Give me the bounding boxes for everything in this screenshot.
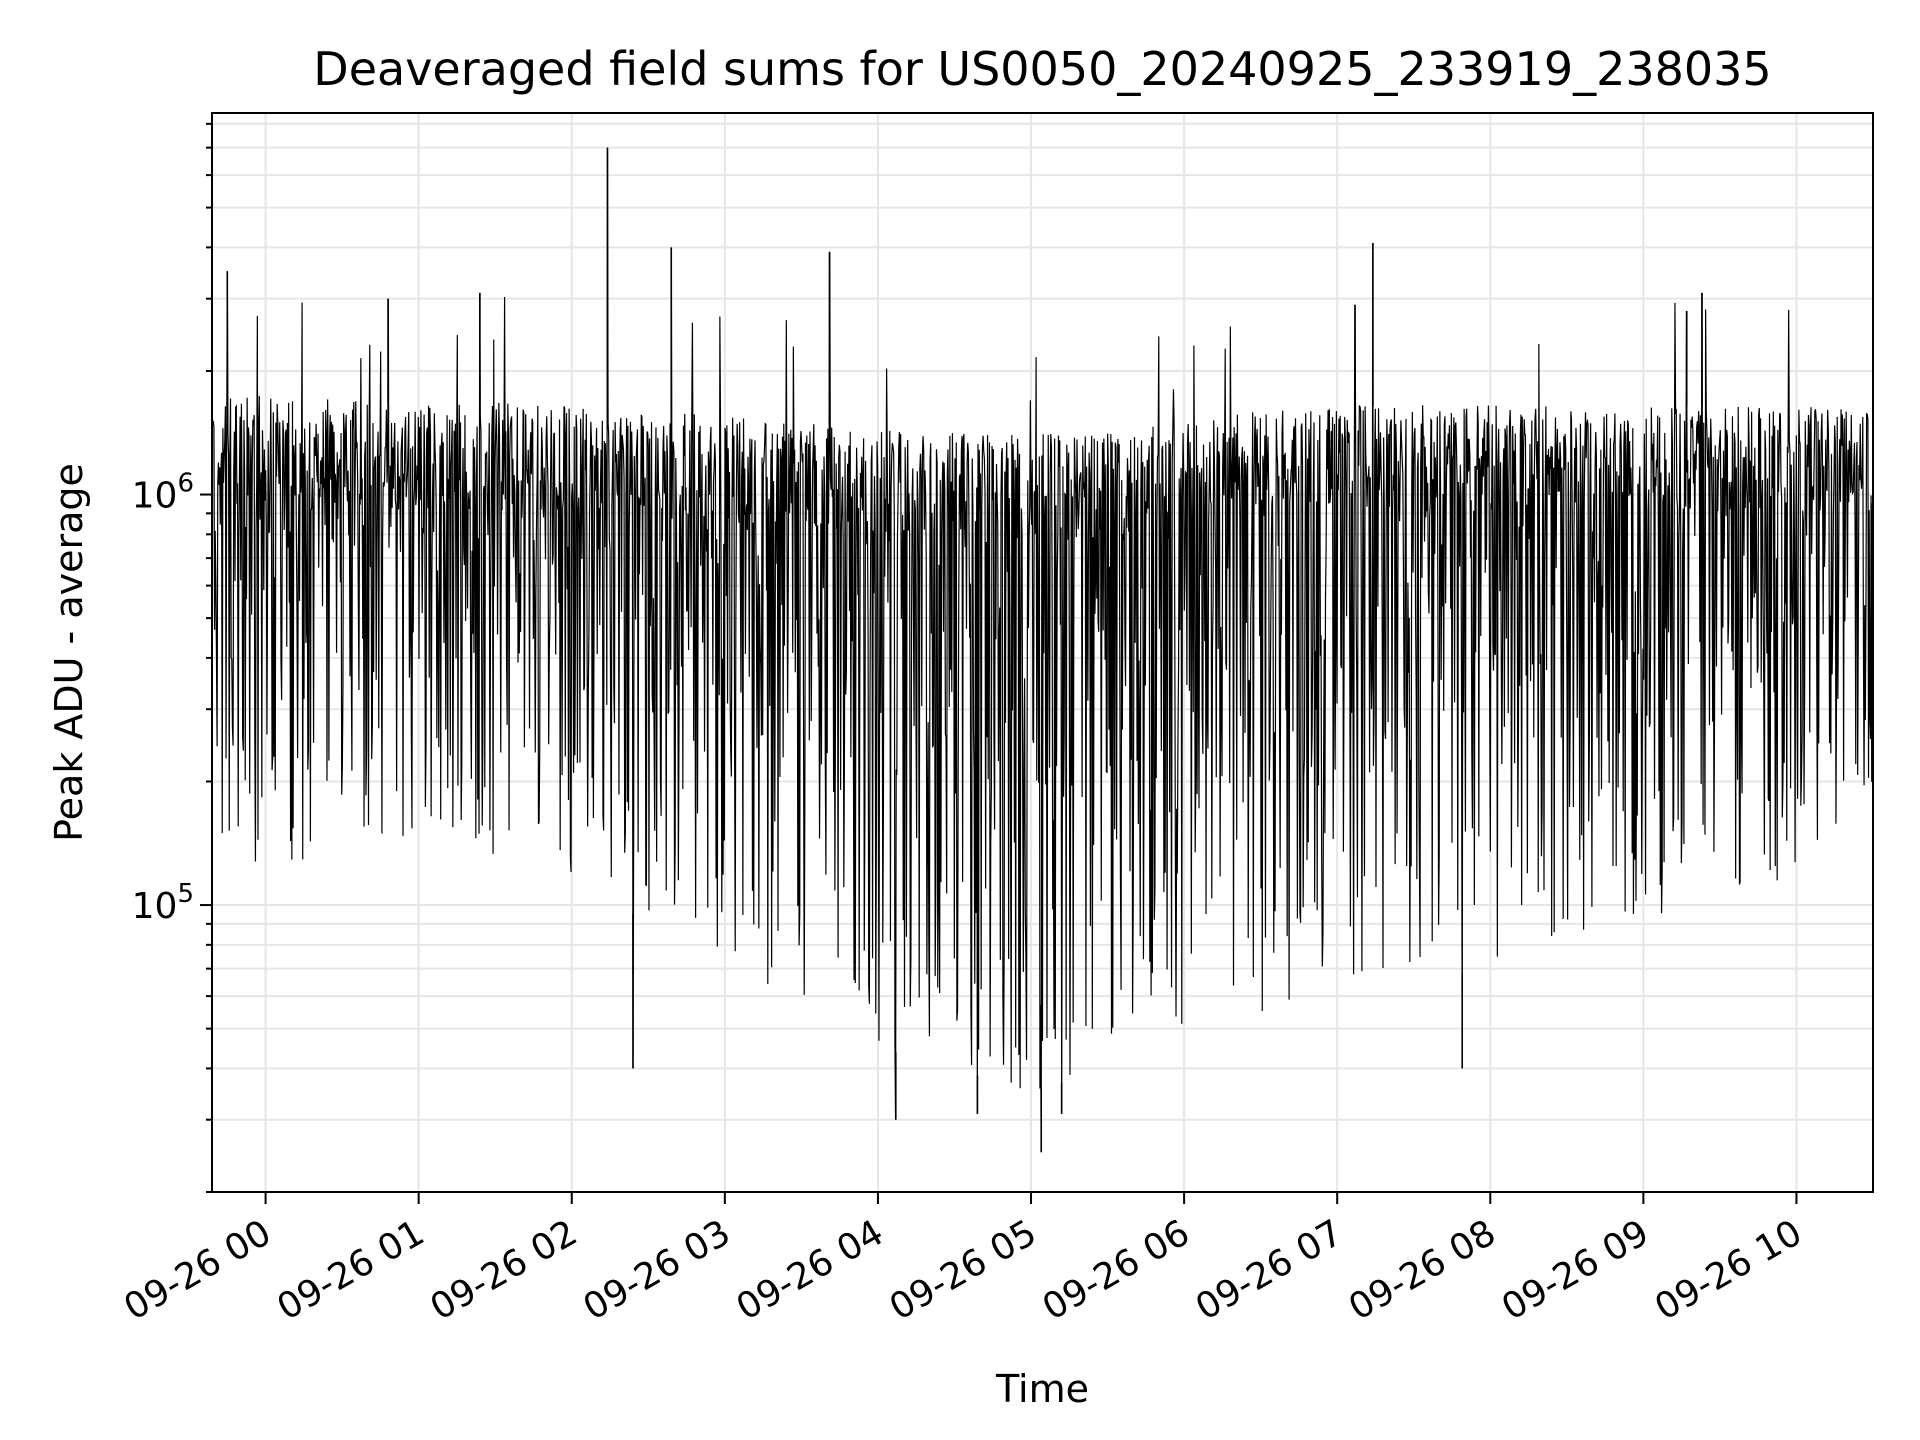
y-axis-label: Peak ADU - average bbox=[47, 463, 91, 842]
data-series bbox=[211, 147, 1874, 1153]
y-tick-label: 106 bbox=[132, 469, 194, 517]
x-tick-label: 09-26 03 bbox=[577, 1212, 738, 1328]
chart-title: Deaveraged field sums for US0050_2024092… bbox=[313, 42, 1771, 96]
x-tick-label: 09-26 01 bbox=[270, 1212, 431, 1328]
x-tick-label: 09-26 06 bbox=[1036, 1212, 1197, 1328]
series-line bbox=[211, 147, 1874, 1153]
x-tick-label: 09-26 04 bbox=[730, 1212, 891, 1328]
x-tick-label: 09-26 02 bbox=[424, 1212, 585, 1328]
x-tick-label: 09-26 10 bbox=[1648, 1212, 1809, 1328]
x-tick-label: 09-26 07 bbox=[1189, 1212, 1350, 1328]
x-tick-label: 09-26 00 bbox=[117, 1212, 278, 1328]
y-tick-label: 105 bbox=[132, 879, 194, 927]
x-tick-label: 09-26 05 bbox=[883, 1212, 1044, 1328]
plot-frame bbox=[211, 112, 1874, 1193]
x-tick-label: 09-26 08 bbox=[1342, 1212, 1503, 1328]
x-axis-label: Time bbox=[995, 1367, 1089, 1411]
y-axis: 105 106 bbox=[132, 122, 212, 1193]
x-tick-label: 09-26 09 bbox=[1495, 1212, 1656, 1328]
